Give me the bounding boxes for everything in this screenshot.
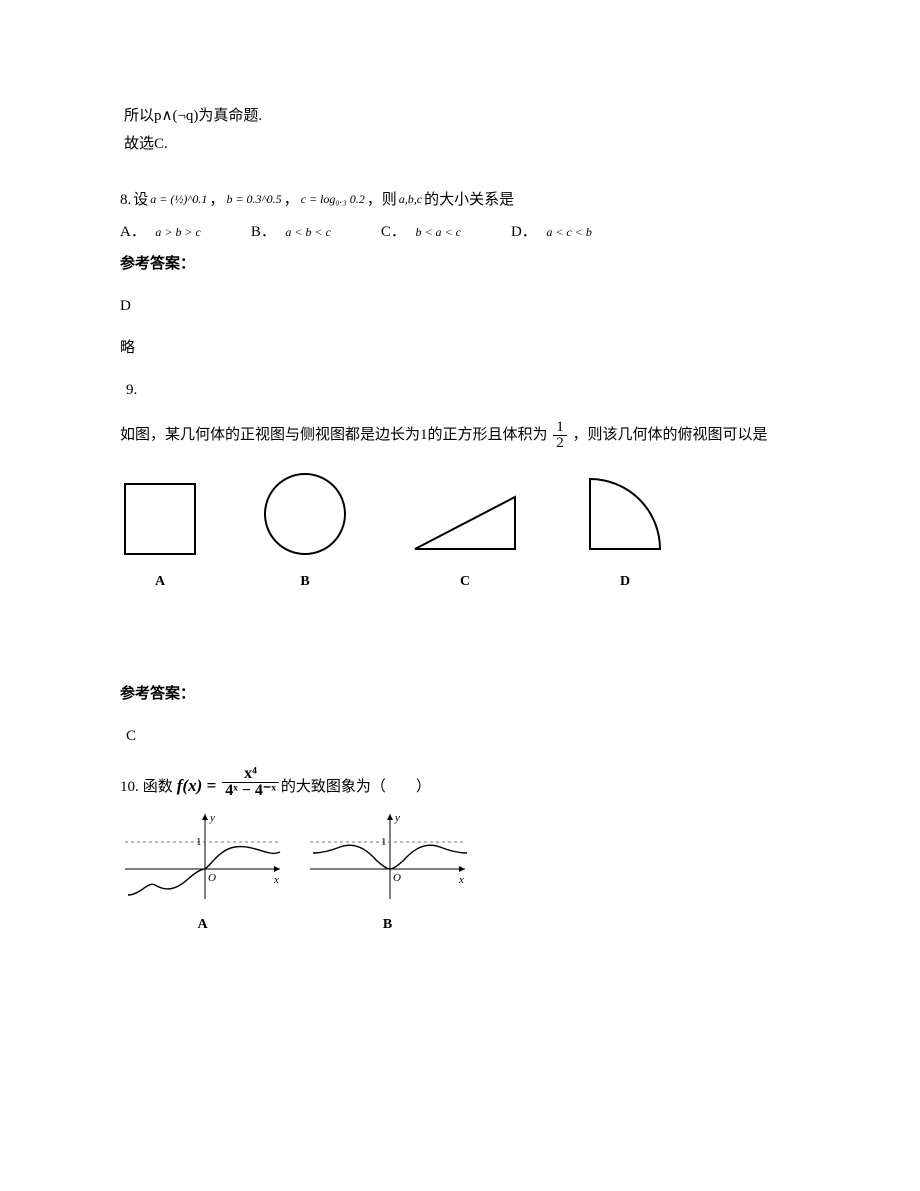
q8-stem-middle: ，则 [367, 188, 397, 212]
q9-shape-d: D [580, 469, 670, 593]
q8-option-c: C． b < a < c [381, 220, 461, 244]
q10-graph-a-label: A [120, 914, 285, 936]
q10-frac-den: 4ˣ − 4⁻ˣ [222, 783, 279, 799]
triangle-icon [410, 489, 520, 559]
q8-option-a: A． a > b > c [120, 220, 201, 244]
q8-b-expr: b = 0.3^0.5 [226, 190, 281, 209]
q9-shapes-row: A B C D [120, 469, 800, 593]
q9-shape-a-label: A [120, 571, 200, 593]
q8-sep-2: ， [284, 188, 299, 212]
graph-a-ytick: 1 [196, 836, 202, 848]
q8-number: 8. [120, 188, 131, 212]
q9-stem: 如图，某几何体的正视图与侧视图都是边长为1的正方形且体积为 1 2 ，则该几何体… [120, 420, 800, 451]
q10-stem: 10. 函数 f(x) = x⁴ 4ˣ − 4⁻ˣ 的大致图象为（ ） [120, 766, 800, 799]
q8-stem-suffix: 的大小关系是 [424, 188, 514, 212]
q10-graphs-row: 1 O x y A 1 O x y [120, 809, 800, 936]
graph-a-svg: 1 O x y [120, 809, 285, 904]
q10-graph-b-label: B [305, 914, 470, 936]
q8-options: A． a > b > c B． a < b < c C． b < a < c D… [120, 220, 800, 244]
graph-a-xlabel: x [273, 874, 279, 886]
square-icon [120, 479, 200, 559]
q9-shape-a: A [120, 479, 200, 593]
graph-b-ytick: 1 [381, 836, 387, 848]
graph-a-origin: O [208, 872, 216, 884]
q8-option-b-label: B． [251, 224, 276, 240]
q10-number: 10. [120, 775, 139, 799]
q9-shape-c: C [410, 489, 520, 593]
q9-number: 9. [126, 378, 800, 402]
q9-shape-c-label: C [410, 571, 520, 593]
quarter-circle-icon [580, 469, 670, 559]
q8-option-c-expr: b < a < c [415, 225, 461, 239]
q9-frac-den: 2 [553, 436, 567, 451]
q8-answer-note: 略 [120, 336, 800, 360]
graph-b-origin: O [393, 872, 401, 884]
q9-stem-part2: ，则该几何体的俯视图可以是 [573, 427, 768, 443]
q8-option-a-expr: a > b > c [155, 225, 201, 239]
q8-option-b: B． a < b < c [251, 220, 331, 244]
q8-option-c-label: C． [381, 224, 406, 240]
q9-fraction: 1 2 [553, 420, 567, 451]
q9-shape-d-label: D [580, 571, 670, 593]
q9-frac-num: 1 [553, 420, 567, 436]
q8-a-expr: a = (½)^0.1 [150, 190, 207, 209]
q10-fraction: x⁴ 4ˣ − 4⁻ˣ [222, 766, 279, 799]
q8-option-d-expr: a < c < b [546, 225, 592, 239]
q9-shape-b: B [260, 469, 350, 593]
intro-line-1: 所以p∧(¬q)为真命题. [124, 104, 800, 128]
q10-graph-b: 1 O x y B [305, 809, 470, 936]
graph-b-svg: 1 O x y [305, 809, 470, 904]
q10-graph-a: 1 O x y A [120, 809, 285, 936]
q10-frac-num: x⁴ [222, 766, 279, 783]
q8-answer-heading: 参考答案： [120, 252, 800, 276]
q10-stem-prefix: 函数 [143, 775, 173, 799]
q8-option-b-expr: a < b < c [285, 225, 331, 239]
q9-shape-b-label: B [260, 571, 350, 593]
q8-option-a-label: A． [120, 224, 146, 240]
q8-c-expr: c = log₀.₃ 0.2 [301, 190, 365, 209]
intro-line-2: 故选C. [124, 132, 800, 156]
q8-stem: 8. 设 a = (½)^0.1 ， b = 0.3^0.5 ， c = log… [120, 188, 800, 212]
graph-b-xlabel: x [458, 874, 464, 886]
q10-stem-suffix: 的大致图象为（ ） [281, 775, 431, 799]
q9-answer-heading: 参考答案： [120, 682, 800, 706]
q8-answer-value: D [120, 294, 800, 318]
document-page: 所以p∧(¬q)为真命题. 故选C. 8. 设 a = (½)^0.1 ， b … [0, 0, 920, 1191]
graph-a-ylabel: y [209, 812, 215, 824]
q8-stem-prefix: 设 [133, 188, 148, 212]
q9-stem-part1: 如图，某几何体的正视图与侧视图都是边长为1的正方形且体积为 [120, 427, 548, 443]
q8-abc: a,b,c [399, 190, 422, 209]
circle-icon [260, 469, 350, 559]
q10-fx-label: f(x) = [177, 772, 216, 799]
q8-sep-1: ， [209, 188, 224, 212]
q8-option-d: D． a < c < b [511, 220, 592, 244]
q9-answer-value: C [126, 724, 800, 748]
graph-b-ylabel: y [394, 812, 400, 824]
q8-option-d-label: D． [511, 224, 537, 240]
